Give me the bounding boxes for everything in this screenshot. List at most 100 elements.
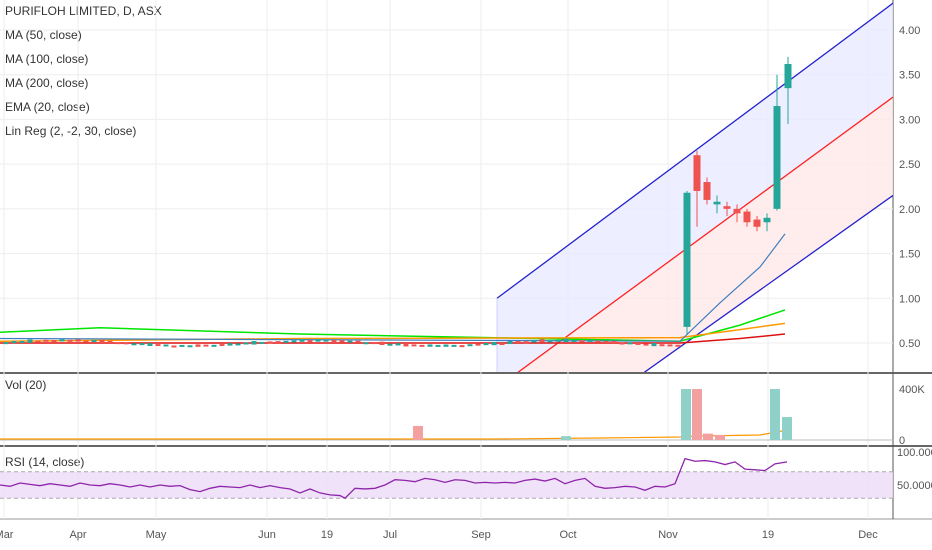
candle-flat: [131, 343, 137, 346]
candle-flat: [555, 339, 561, 342]
candle-flat: [99, 339, 105, 344]
candle-flat: [123, 342, 129, 345]
candle-flat: [499, 343, 505, 346]
legend-ma50: MA (50, close): [5, 28, 82, 42]
candle-flat: [43, 339, 49, 342]
candle-flat: [75, 339, 81, 342]
candle-flat: [635, 342, 641, 345]
candle-flat: [195, 344, 201, 347]
candle-flat: [107, 340, 113, 344]
candle-body: [703, 182, 711, 200]
x-tick-label: Nov: [658, 529, 678, 541]
candle-flat: [139, 343, 145, 346]
vol-ma-line: [0, 429, 789, 440]
volume-bar: [692, 389, 702, 440]
linreg-mid-line: [517, 96, 893, 372]
candle-flat: [219, 344, 225, 347]
candle-flat: [619, 342, 625, 345]
candle-flat: [379, 341, 385, 345]
candle-flat: [59, 339, 65, 342]
x-tick-label: Sep: [471, 529, 491, 541]
candle-body: [683, 192, 691, 327]
legend-ma200: MA (200, close): [5, 76, 89, 90]
candle-flat: [395, 343, 401, 346]
y-tick-label: 1.50: [899, 249, 920, 261]
linreg-upper-line: [496, 2, 893, 299]
candle-flat: [179, 344, 185, 347]
x-tick-label: Dec: [858, 529, 878, 541]
x-tick-label: May: [146, 529, 167, 541]
candle-flat: [11, 340, 17, 344]
candle-flat: [507, 340, 513, 345]
candle-flat: [171, 345, 177, 348]
candle-flat: [67, 339, 73, 342]
rsi-tick-label: 100.0000: [897, 447, 932, 459]
legend-linreg: Lin Reg (2, -2, 30, close): [5, 124, 137, 138]
rsi-band: [0, 471, 893, 499]
candle-flat: [547, 340, 553, 343]
candle-flat: [427, 344, 433, 347]
candle-flat: [363, 342, 369, 345]
candle-flat: [283, 340, 289, 343]
volume-bar: [715, 434, 725, 440]
candle-flat: [91, 340, 97, 343]
candle-flat: [259, 341, 265, 344]
chart-title: PURIFLOH LIMITED, D, ASX: [5, 4, 162, 18]
candle-body: [753, 219, 761, 227]
candle-flat: [491, 341, 497, 346]
candle-body: [733, 208, 741, 214]
candle-flat: [155, 344, 161, 347]
candle-flat: [3, 342, 9, 345]
candle-flat: [211, 344, 217, 347]
candle-flat: [459, 345, 465, 348]
y-tick-label: 1.00: [899, 293, 920, 305]
candle-flat: [371, 342, 377, 345]
candle-flat: [347, 340, 353, 343]
x-tick-label: Mar: [0, 529, 14, 541]
candle-flat: [571, 339, 577, 342]
candle-flat: [275, 341, 281, 344]
ma50-line: [0, 233, 786, 342]
x-tick-label: Apr: [69, 529, 86, 541]
candle-flat: [323, 339, 329, 342]
candle-flat: [315, 338, 321, 342]
candle-flat: [659, 344, 665, 347]
candle-flat: [267, 341, 273, 344]
y-tick-label: 3.50: [899, 70, 920, 82]
candle-flat: [299, 339, 305, 342]
y-tick-label: 0.50: [899, 338, 920, 350]
legend-ema20: EMA (20, close): [5, 100, 90, 114]
legend-ma100: MA (100, close): [5, 52, 89, 66]
candle-flat: [603, 341, 609, 344]
candle-flat: [403, 343, 409, 347]
candle-flat: [235, 343, 241, 346]
candle-body: [784, 63, 792, 89]
legend-volume: Vol (20): [5, 378, 47, 392]
candle-flat: [291, 340, 297, 343]
candle-flat: [355, 340, 361, 343]
candle-flat: [435, 344, 441, 347]
candle-flat: [667, 344, 673, 347]
y-tick-label: 4.00: [899, 25, 920, 37]
y-tick-label: 3.00: [899, 114, 920, 126]
candle-flat: [451, 344, 457, 347]
candle-flat: [35, 340, 41, 343]
candle-flat: [387, 343, 393, 346]
candle-flat: [523, 341, 529, 344]
volume-bar: [413, 425, 423, 440]
candle-flat: [19, 341, 25, 344]
candle-flat: [251, 341, 257, 345]
candle-flat: [203, 344, 209, 347]
candle-flat: [483, 343, 489, 346]
candle-body: [743, 211, 751, 223]
candle-flat: [627, 342, 633, 345]
candle-body: [713, 201, 721, 205]
volume-bar: [770, 389, 780, 440]
candle-flat: [531, 340, 537, 343]
candle-flat: [467, 344, 473, 347]
candle-flat: [339, 340, 345, 343]
ema20-line: [0, 333, 786, 344]
candle-flat: [51, 340, 57, 343]
candle-body: [693, 155, 701, 191]
